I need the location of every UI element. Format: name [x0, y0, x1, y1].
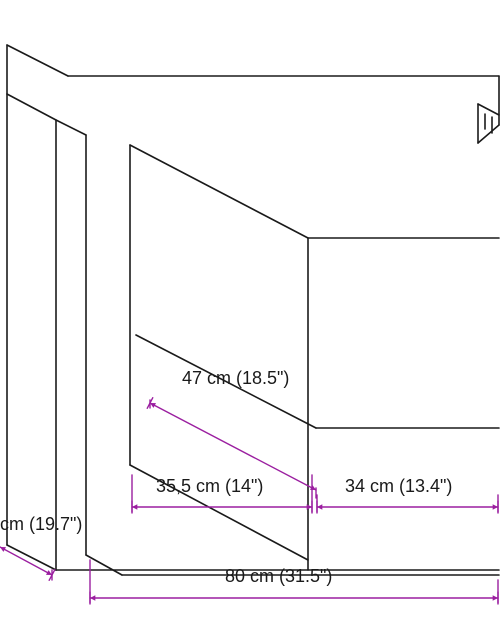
furniture-edge: [7, 545, 56, 570]
furniture-edge: [130, 145, 308, 238]
technical-drawing: { "canvas": { "width": 500, "height": 64…: [0, 0, 500, 641]
furniture-edge: [56, 120, 86, 135]
dimension-label-depth-47: 47 cm (18.5"): [182, 368, 289, 389]
dimension-line: [0, 547, 52, 575]
dimension-label-width-80: 80 cm (31.5"): [225, 566, 332, 587]
drawing-canvas: [0, 0, 500, 641]
dimension-label-width-34: 34 cm (13.4"): [345, 476, 452, 497]
dimension-label-depth-left: cm (19.7"): [0, 514, 82, 535]
furniture-edge: [478, 104, 499, 115]
furniture-edge: [86, 555, 122, 575]
dimension-label-width-35-5: 35,5 cm (14"): [156, 476, 263, 497]
furniture-edge: [7, 45, 68, 76]
furniture-edge: [478, 125, 499, 143]
furniture-edge: [7, 94, 56, 120]
